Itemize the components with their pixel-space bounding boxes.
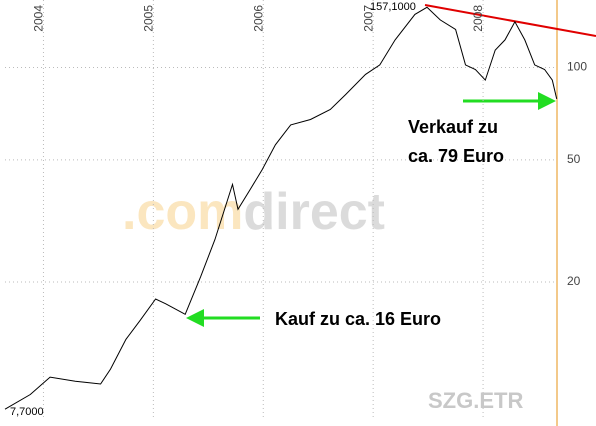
annotation: 7,7000 [10, 406, 44, 418]
y-tick-label: 100 [567, 60, 587, 74]
watermark-part: .com [122, 183, 243, 241]
watermark: .comdirect [122, 183, 385, 241]
annotation: Kauf zu ca. 16 Euro [275, 309, 441, 329]
price-line [4, 6, 558, 410]
x-tick-label: 2005 [142, 5, 156, 32]
trend-line [424, 4, 596, 37]
kauf-arrow [186, 309, 260, 327]
annotation: ca. 79 Euro [408, 146, 504, 166]
annotation: Verkauf zu [408, 117, 498, 137]
verkauf-arrow [463, 92, 556, 110]
watermark-part: direct [243, 183, 385, 241]
annotation: SZG.ETR [428, 388, 523, 413]
x-tick-label: 2008 [471, 5, 485, 32]
x-tick-label: 2006 [251, 5, 265, 32]
y-tick-label: 20 [567, 274, 581, 288]
x-tick-label: 2007 [361, 5, 375, 32]
y-tick-label: 50 [567, 152, 581, 166]
annotation: 157,1000 [370, 1, 416, 13]
x-tick-label: 2004 [32, 5, 46, 32]
